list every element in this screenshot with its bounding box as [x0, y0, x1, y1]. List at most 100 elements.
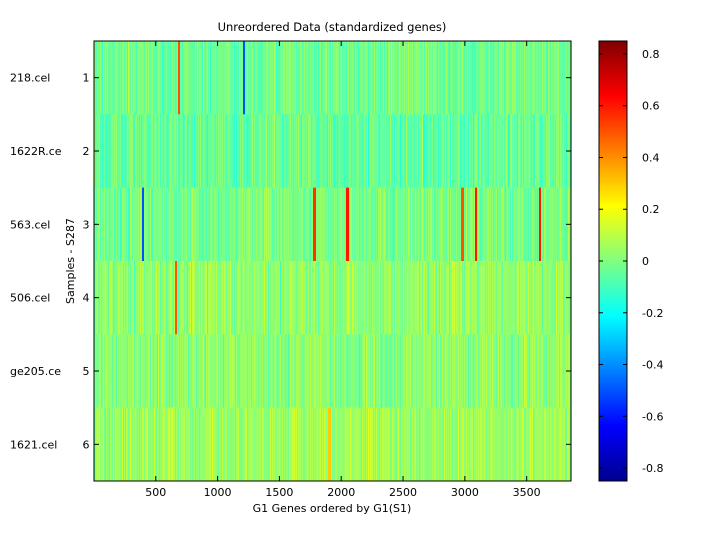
heatmap-cell [247, 41, 249, 115]
heatmap-cell [428, 407, 430, 482]
heatmap-cell [513, 261, 515, 335]
heatmap-cell [492, 187, 494, 262]
heatmap-cell [292, 41, 294, 115]
heatmap-cell [116, 41, 118, 115]
heatmap-cell [99, 187, 101, 262]
heatmap-cell [547, 114, 549, 189]
heatmap-cell [511, 187, 513, 262]
heatmap-cell [259, 261, 261, 335]
heatmap-cell [340, 334, 342, 409]
heatmap-cell [316, 407, 318, 482]
heatmap-cell [212, 261, 214, 335]
colorbar-tick-label: 0.6 [642, 100, 660, 113]
heatmap-cell [528, 261, 530, 335]
heatmap-cell [454, 334, 456, 409]
heatmap-cell [493, 187, 495, 262]
heatmap-cell [362, 114, 364, 189]
heatmap-cell [144, 261, 146, 335]
heatmap-cell [305, 407, 307, 482]
heatmap-cell [370, 407, 372, 482]
heatmap-cell [340, 407, 342, 482]
heatmap-cell [500, 41, 502, 115]
sample-label: ge205.ce [10, 365, 61, 378]
heatmap-cell [394, 334, 396, 409]
heatmap-cell [112, 114, 114, 189]
heatmap-cell [321, 334, 323, 409]
heatmap-cell [437, 334, 439, 409]
heatmap-cell [386, 407, 388, 482]
heatmap-cell [374, 407, 376, 482]
heatmap-cell [529, 334, 531, 409]
heatmap-cell [175, 114, 177, 189]
heatmap-cell [201, 334, 203, 409]
heatmap-cell [502, 407, 504, 482]
heatmap-cell [287, 187, 289, 262]
heatmap-cell [299, 187, 301, 262]
heatmap-cell [520, 187, 522, 262]
heatmap-cell [125, 41, 127, 115]
heatmap-cell [341, 187, 343, 262]
y-tick-label: 4 [83, 292, 90, 305]
heatmap-cell [242, 407, 244, 482]
heatmap-cell [413, 407, 415, 482]
heatmap-cell [323, 114, 325, 189]
heatmap-cell [199, 261, 201, 335]
heatmap-cell [482, 41, 484, 115]
heatmap-cell [190, 261, 192, 335]
heatmap-cell [341, 407, 343, 482]
heatmap-cell [195, 407, 197, 482]
heatmap-cell [443, 187, 445, 262]
heatmap-cell [319, 334, 321, 409]
heatmap-cell [419, 407, 421, 482]
heatmap-cell [112, 187, 114, 262]
heatmap-cell [522, 114, 524, 189]
heatmap-cell [118, 407, 120, 482]
heatmap-cell [502, 41, 504, 115]
heatmap-cell [463, 41, 465, 115]
heatmap-cell [182, 261, 184, 335]
heatmap-cell [149, 407, 151, 482]
heatmap-cell [335, 114, 337, 189]
heatmap-cell [530, 114, 532, 189]
heatmap-cell [509, 407, 511, 482]
heatmap-cell [129, 114, 131, 189]
heatmap-cell [341, 261, 343, 335]
heatmap-cell [148, 41, 150, 115]
heatmap-cell [162, 261, 164, 335]
heatmap-cell [130, 114, 132, 189]
heatmap-cell [382, 41, 384, 115]
heatmap-cell [125, 261, 127, 335]
heatmap-cell [441, 41, 443, 115]
heatmap-cell [552, 334, 554, 409]
heatmap-cell [385, 407, 387, 482]
heatmap-cell [179, 41, 181, 115]
heatmap-cell [300, 261, 302, 335]
heatmap-cell [345, 407, 347, 482]
heatmap-cell [486, 187, 488, 262]
heatmap-cell [109, 187, 111, 262]
heatmap-cell [471, 41, 473, 115]
heatmap-cell [303, 334, 305, 409]
heatmap-cell [352, 407, 354, 482]
heatmap-cell [299, 334, 301, 409]
heatmap-cell [503, 114, 505, 189]
heatmap-cell [298, 334, 300, 409]
heatmap-cell [436, 334, 438, 409]
heatmap-cell [299, 114, 301, 189]
heatmap-cell [558, 334, 560, 409]
heatmap-cell [178, 334, 180, 409]
heatmap-cell [341, 41, 343, 115]
heatmap-cell [135, 187, 137, 262]
heatmap-cell [416, 407, 418, 482]
heatmap-cell [494, 41, 496, 115]
heatmap-cell [366, 407, 368, 482]
heatmap-cell [165, 41, 167, 115]
heatmap-cell [474, 407, 476, 482]
colorbar-tick-label: -0.4 [642, 359, 663, 372]
heatmap-cell [465, 334, 467, 409]
heatmap-cell [221, 41, 223, 115]
heatmap-cell [424, 41, 426, 115]
heatmap-cell [324, 334, 326, 409]
heatmap-cell [164, 407, 166, 482]
heatmap-cell [390, 407, 392, 482]
